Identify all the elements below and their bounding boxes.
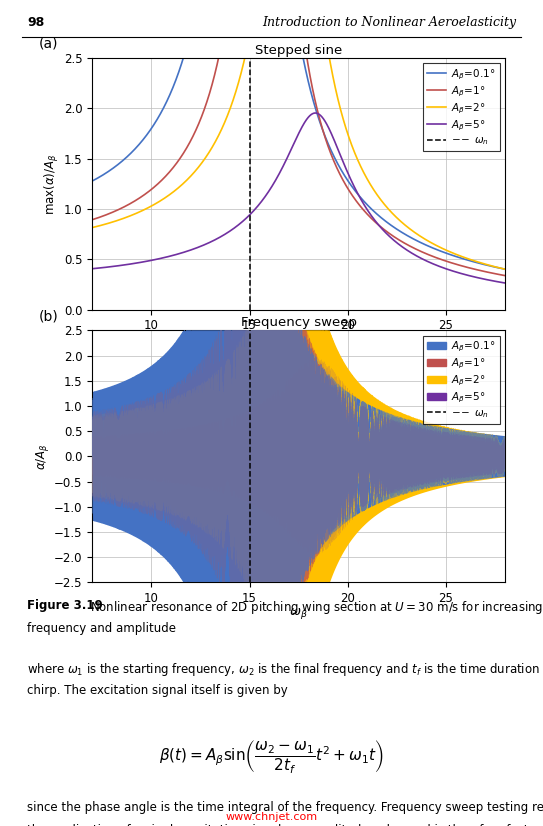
Text: $\beta(t) = A_\beta \sin\!\left(\dfrac{\omega_2 - \omega_1}{2t_f}t^2 + \omega_1 : $\beta(t) = A_\beta \sin\!\left(\dfrac{\… — [159, 739, 384, 776]
Text: Introduction to Nonlinear Aeroelasticity: Introduction to Nonlinear Aeroelasticity — [262, 16, 516, 29]
Text: www.chnjet.com: www.chnjet.com — [225, 812, 318, 822]
Text: Nonlinear resonance of 2D pitching wing section at $U = 30$ m/s for increasing e: Nonlinear resonance of 2D pitching wing … — [90, 599, 543, 616]
Text: (a): (a) — [39, 36, 58, 50]
Text: since the phase angle is the time integral of the frequency. Frequency sweep tes: since the phase angle is the time integr… — [27, 801, 543, 814]
Title: Frequency sweep: Frequency sweep — [241, 316, 357, 330]
Y-axis label: $\max(\alpha)/A_\beta$: $\max(\alpha)/A_\beta$ — [43, 153, 61, 215]
Text: 98: 98 — [27, 16, 45, 29]
Legend: $A_\beta\!=\!0.1°$, $A_\beta\!=\!1°$, $A_\beta\!=\!2°$, $A_\beta\!=\!5°$, $-\!-\: $A_\beta\!=\!0.1°$, $A_\beta\!=\!1°$, $A… — [423, 335, 500, 424]
Legend: $A_\beta\!=\!0.1°$, $A_\beta\!=\!1°$, $A_\beta\!=\!2°$, $A_\beta\!=\!5°$, $-\!-\: $A_\beta\!=\!0.1°$, $A_\beta\!=\!1°$, $A… — [423, 63, 500, 151]
Text: (b): (b) — [39, 309, 59, 323]
Text: frequency and amplitude: frequency and amplitude — [27, 622, 176, 635]
Title: Stepped sine: Stepped sine — [255, 44, 342, 57]
Y-axis label: $\alpha/A_\beta$: $\alpha/A_\beta$ — [34, 443, 51, 470]
X-axis label: $\omega_\beta$: $\omega_\beta$ — [289, 334, 308, 349]
Text: the application of a single excitation signal per amplitude value and is therefo: the application of a single excitation s… — [27, 824, 543, 826]
Text: Figure 3.19: Figure 3.19 — [27, 599, 103, 612]
Text: where $\omega_1$ is the starting frequency, $\omega_2$ is the final frequency an: where $\omega_1$ is the starting frequen… — [27, 661, 543, 678]
Text: chirp. The excitation signal itself is given by: chirp. The excitation signal itself is g… — [27, 684, 288, 697]
X-axis label: $\omega_\beta$: $\omega_\beta$ — [289, 606, 308, 621]
